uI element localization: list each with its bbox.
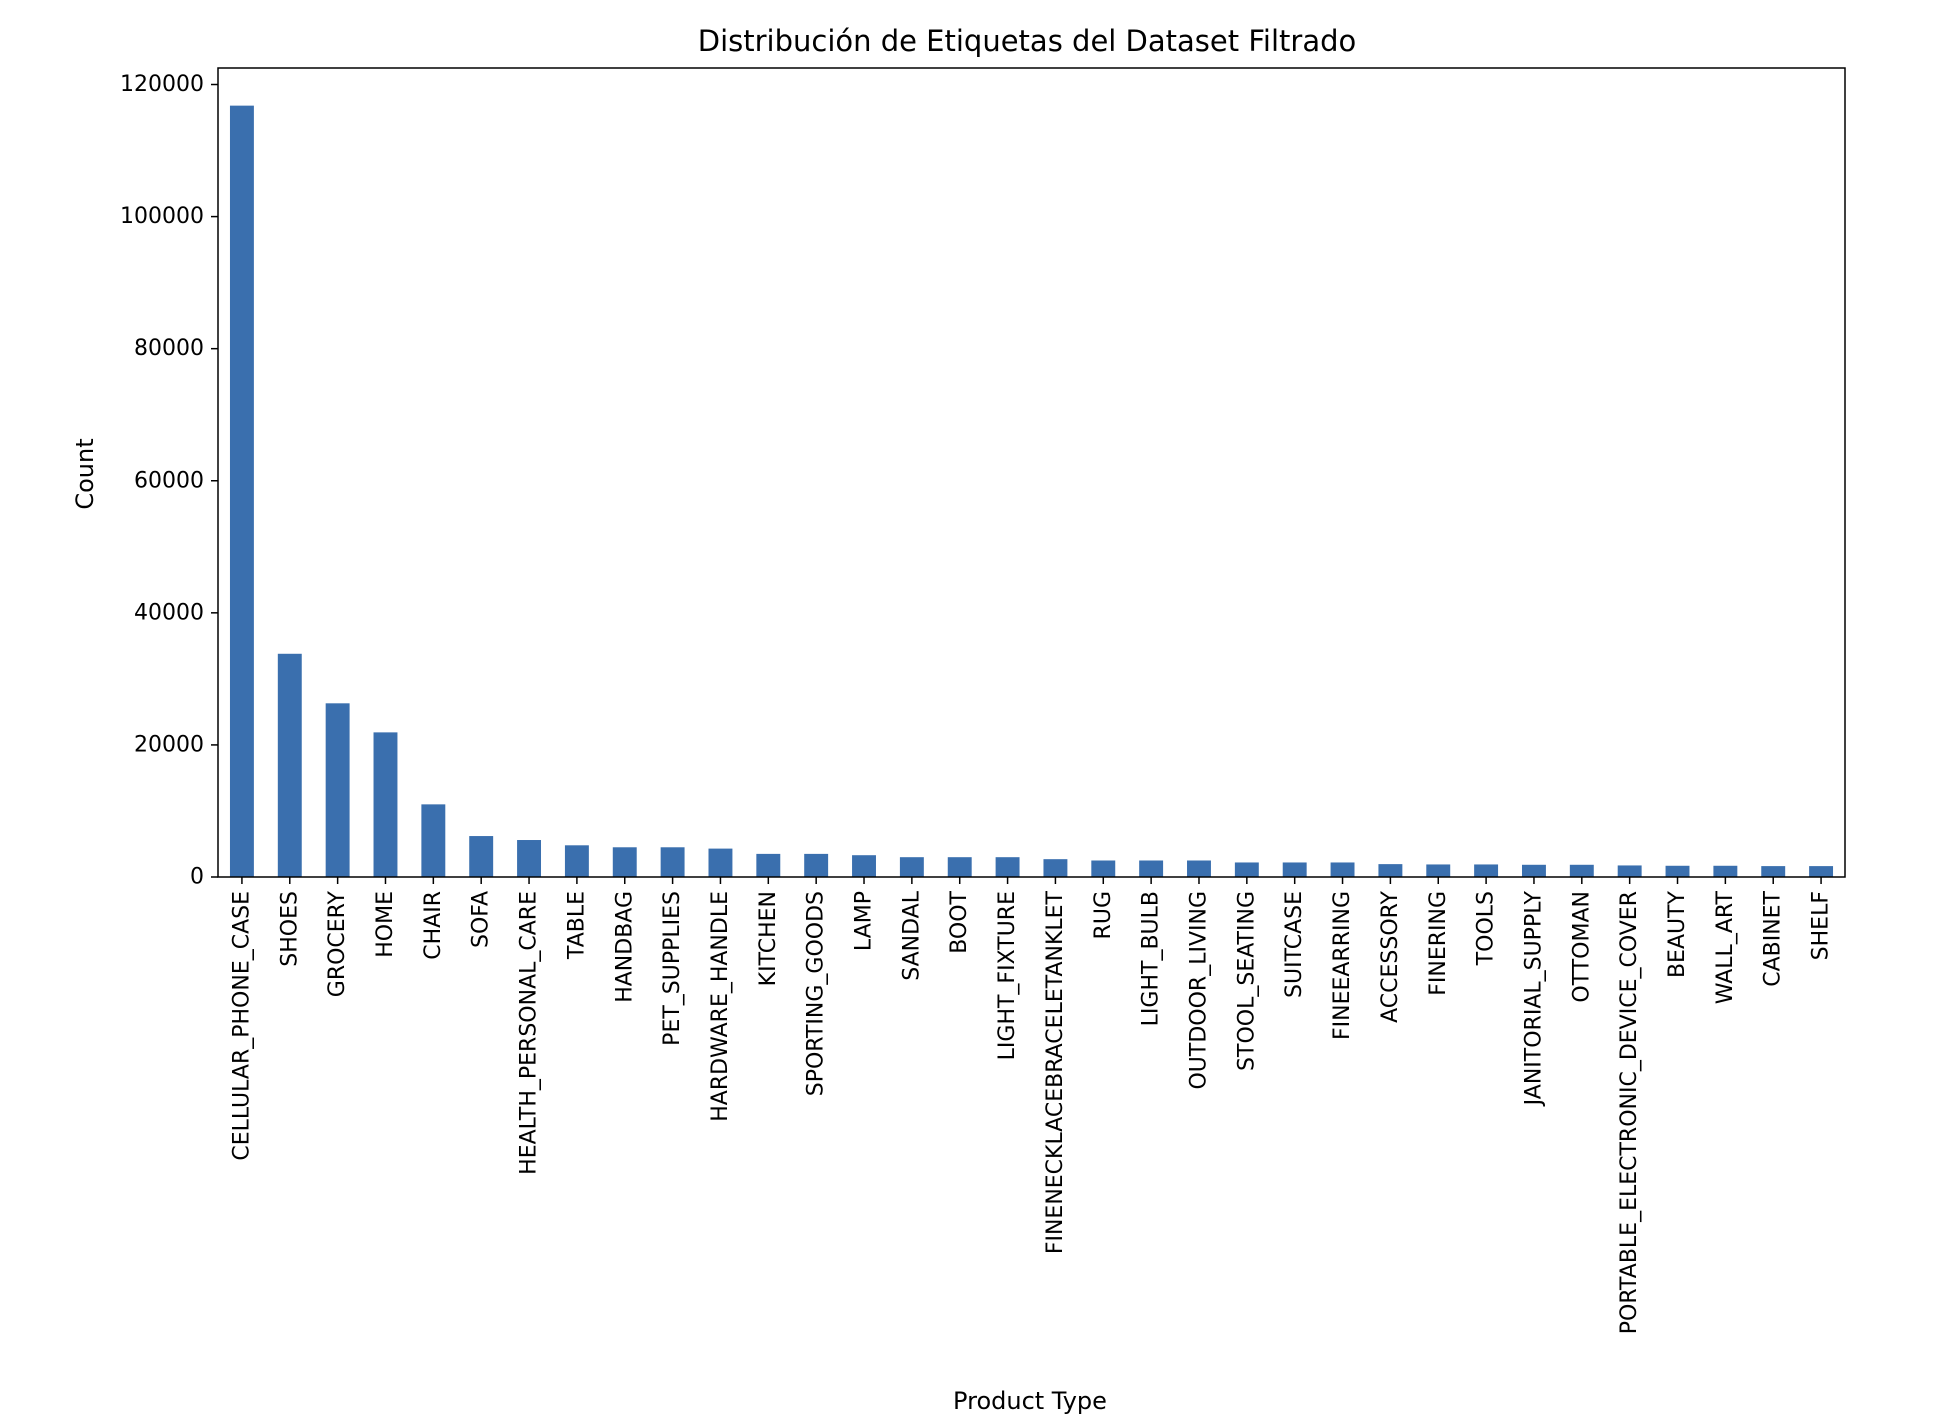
x-tick-label: SHOES bbox=[277, 891, 302, 967]
bar-light-bulb bbox=[1139, 860, 1164, 877]
x-tick-label: WALL_ART bbox=[1713, 890, 1738, 1004]
x-tick-label: SUITCASE bbox=[1282, 891, 1307, 998]
bar-wall-art bbox=[1713, 865, 1738, 877]
x-axis-ticks: CELLULAR_PHONE_CASE SHOES GROCERY HOME CHAIR… bbox=[229, 877, 1834, 1334]
y-tick-label: 100000 bbox=[120, 204, 204, 229]
bar-rug bbox=[1091, 860, 1116, 877]
bar-grocery bbox=[325, 703, 350, 877]
y-tick-label: 120000 bbox=[120, 72, 204, 97]
x-tick-label: HEALTH_PERSONAL_CARE bbox=[517, 891, 542, 1175]
bar-ottoman bbox=[1569, 864, 1594, 877]
bar-sporting-goods bbox=[804, 853, 829, 877]
x-tick-label: CHAIR bbox=[421, 891, 446, 960]
x-tick-label: PORTABLE_ELECTRONIC_DEVICE_COVER bbox=[1617, 891, 1642, 1334]
bar-sofa bbox=[469, 836, 494, 877]
x-tick-label: BEAUTY bbox=[1665, 890, 1690, 978]
bar-portable-electronic-device-cover bbox=[1617, 865, 1642, 877]
chart-title: Distribución de Etiquetas del Dataset Fi… bbox=[698, 24, 1357, 58]
bar-sandal bbox=[899, 857, 924, 877]
x-tick-label: FINEEARRING bbox=[1330, 891, 1355, 1040]
y-axis-label: Count bbox=[71, 438, 99, 509]
y-tick-label: 60000 bbox=[134, 468, 204, 493]
bar-boot bbox=[947, 857, 972, 877]
bar-chair bbox=[421, 804, 446, 877]
x-tick-label: OTTOMAN bbox=[1569, 891, 1594, 1003]
x-tick-label: JANITORIAL_SUPPLY bbox=[1521, 890, 1546, 1107]
x-tick-label: FINENECKLACEBRACELETANKLET bbox=[1043, 890, 1068, 1254]
x-tick-label: ACCESSORY bbox=[1378, 890, 1403, 1022]
x-tick-label: TOOLS bbox=[1474, 891, 1499, 966]
x-tick-label: OUTDOOR_LIVING bbox=[1186, 891, 1211, 1090]
x-tick-label: HANDBAG bbox=[612, 891, 637, 1003]
x-tick-label: GROCERY bbox=[325, 890, 350, 997]
bar-health-personal-care bbox=[517, 840, 542, 877]
x-tick-label: STOOL_SEATING bbox=[1234, 891, 1259, 1071]
bars-group bbox=[229, 105, 1834, 878]
bar-tools bbox=[1474, 864, 1499, 877]
x-tick-label: CABINET bbox=[1761, 890, 1786, 986]
bar-janitorial-supply bbox=[1521, 864, 1546, 877]
bar-lamp bbox=[852, 855, 876, 877]
y-tick-label: 40000 bbox=[134, 600, 204, 625]
x-tick-label: LAMP bbox=[852, 891, 877, 951]
x-tick-label: LIGHT_BULB bbox=[1139, 891, 1164, 1026]
x-tick-label: HOME bbox=[373, 891, 398, 958]
bar-pet-supplies bbox=[660, 847, 685, 877]
x-tick-label: SHELF bbox=[1809, 891, 1834, 960]
bar-handbag bbox=[612, 847, 637, 877]
y-tick-label: 0 bbox=[190, 865, 204, 890]
bar-beauty bbox=[1665, 865, 1690, 877]
x-tick-label: FINERING bbox=[1426, 891, 1451, 996]
bar-table bbox=[564, 845, 589, 877]
bar-finenecklacebraceletanklet bbox=[1043, 859, 1068, 877]
y-tick-label: 20000 bbox=[134, 732, 204, 757]
bar-home bbox=[373, 732, 398, 877]
bar-cellular-phone-case bbox=[229, 105, 254, 878]
x-tick-label: BOOT bbox=[947, 890, 972, 953]
bar-accessory bbox=[1378, 864, 1403, 877]
plot-frame bbox=[217, 67, 1846, 878]
x-tick-label: TABLE bbox=[564, 891, 589, 960]
bar-hardware-handle bbox=[708, 848, 733, 877]
bar-kitchen bbox=[756, 853, 781, 877]
x-tick-label: CELLULAR_PHONE_CASE bbox=[229, 891, 254, 1161]
x-axis-label: Product Type bbox=[953, 1387, 1107, 1415]
y-axis-ticks: 0 20000 40000 60000 80000 100000 120000 bbox=[120, 72, 218, 890]
bar-cabinet bbox=[1761, 866, 1786, 877]
bar-shelf bbox=[1809, 866, 1834, 877]
bar-suitcase bbox=[1282, 862, 1307, 877]
x-tick-label: HARDWARE_HANDLE bbox=[708, 891, 733, 1122]
x-tick-label: PET_SUPPLIES bbox=[660, 891, 685, 1046]
bar-fineearring bbox=[1330, 862, 1355, 877]
bar-light-fixture bbox=[995, 857, 1020, 877]
bar-finering bbox=[1426, 864, 1451, 877]
bar-shoes bbox=[277, 653, 302, 877]
x-tick-label: KITCHEN bbox=[756, 891, 781, 986]
x-tick-label: LIGHT_FIXTURE bbox=[995, 891, 1020, 1060]
bar-outdoor-living bbox=[1187, 860, 1211, 877]
bar-stool-seating bbox=[1234, 862, 1259, 877]
x-tick-label: SOFA bbox=[469, 891, 494, 948]
x-tick-label: SPORTING_GOODS bbox=[804, 891, 829, 1096]
x-tick-label: RUG bbox=[1091, 891, 1116, 939]
x-tick-label: SANDAL bbox=[899, 890, 924, 980]
y-tick-label: 80000 bbox=[134, 336, 204, 361]
